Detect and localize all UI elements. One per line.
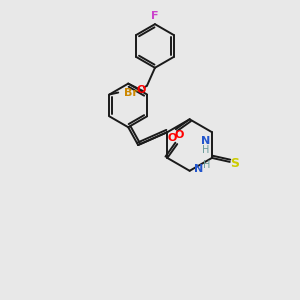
Text: N: N (201, 136, 211, 146)
Text: O: O (175, 130, 184, 140)
Text: S: S (230, 158, 239, 170)
Text: Br: Br (124, 88, 138, 98)
Text: O: O (167, 133, 176, 143)
Text: H: H (202, 145, 210, 155)
Text: H: H (202, 160, 210, 170)
Text: O: O (136, 85, 146, 94)
Text: N: N (194, 164, 203, 174)
Text: F: F (151, 11, 159, 21)
